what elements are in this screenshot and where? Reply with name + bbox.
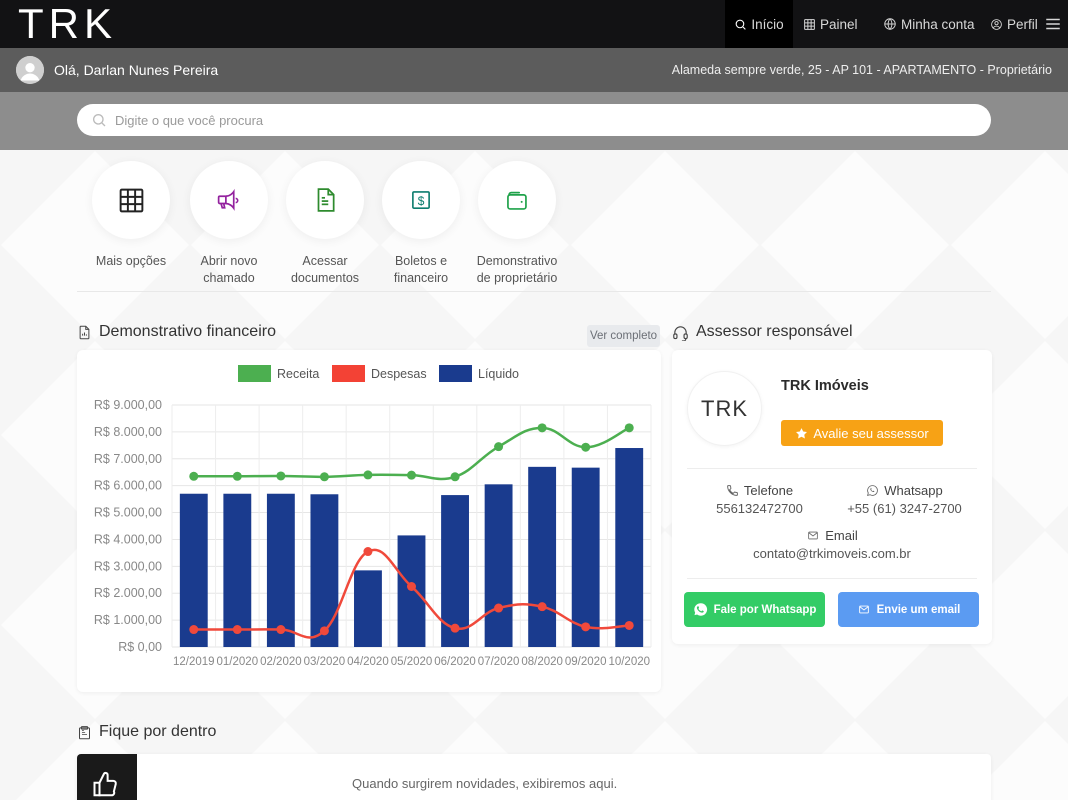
- svg-text:Receita: Receita: [277, 367, 319, 381]
- svg-text:12/2019: 12/2019: [173, 656, 215, 668]
- svg-text:Despesas: Despesas: [371, 367, 427, 381]
- svg-text:R$ 9.000,00: R$ 9.000,00: [94, 398, 162, 412]
- svg-text:04/2020: 04/2020: [347, 656, 389, 668]
- svg-text:10/2020: 10/2020: [608, 656, 650, 668]
- svg-text:R$ 1.000,00: R$ 1.000,00: [94, 613, 162, 627]
- svg-text:07/2020: 07/2020: [478, 656, 520, 668]
- svg-text:R$ 6.000,00: R$ 6.000,00: [94, 479, 162, 493]
- svg-text:05/2020: 05/2020: [391, 656, 433, 668]
- svg-text:01/2020: 01/2020: [217, 656, 259, 668]
- svg-text:$: $: [418, 194, 425, 208]
- svg-text:R$ 3.000,00: R$ 3.000,00: [94, 559, 162, 573]
- svg-text:R$ 0,00: R$ 0,00: [118, 640, 162, 654]
- svg-text:R$ 4.000,00: R$ 4.000,00: [94, 532, 162, 546]
- svg-text:R$ 5.000,00: R$ 5.000,00: [94, 506, 162, 520]
- svg-text:R$ 8.000,00: R$ 8.000,00: [94, 425, 162, 439]
- svg-text:03/2020: 03/2020: [304, 656, 346, 668]
- svg-text:06/2020: 06/2020: [434, 656, 476, 668]
- svg-text:R$ 2.000,00: R$ 2.000,00: [94, 586, 162, 600]
- svg-text:02/2020: 02/2020: [260, 656, 302, 668]
- svg-text:R$ 7.000,00: R$ 7.000,00: [94, 452, 162, 466]
- svg-text:09/2020: 09/2020: [565, 656, 607, 668]
- svg-text:08/2020: 08/2020: [521, 656, 563, 668]
- svg-text:Líquido: Líquido: [478, 367, 519, 381]
